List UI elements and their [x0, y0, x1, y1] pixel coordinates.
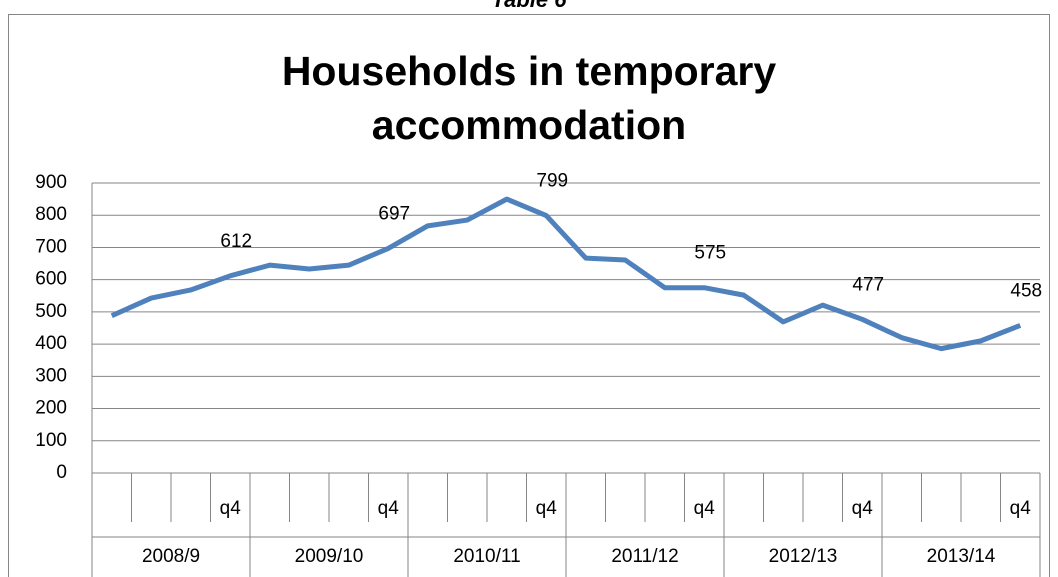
group-label: 2009/10: [295, 546, 364, 567]
y-tick-label: 900: [35, 172, 67, 193]
y-tick-label: 500: [35, 301, 67, 322]
y-tick-label: 0: [56, 462, 67, 483]
y-tick-label: 100: [35, 430, 67, 451]
y-tick-label: 800: [35, 204, 67, 225]
x-tick-label: q4: [536, 498, 558, 519]
data-label: 477: [852, 274, 884, 295]
y-tick-label: 400: [35, 333, 67, 354]
chart-title: Households in temporary accommodation: [281, 48, 777, 148]
x-tick-label: q4: [1010, 498, 1032, 519]
group-label: 2013/14: [927, 546, 996, 567]
group-label: 2012/13: [769, 546, 838, 567]
y-tick-label: 300: [35, 365, 67, 386]
x-tick-label: q4: [378, 498, 400, 519]
data-label: 799: [536, 171, 568, 192]
data-label: 612: [220, 231, 252, 252]
chart-frame: [8, 14, 1050, 577]
y-tick-label: 700: [35, 236, 67, 257]
table-label: Table 6: [0, 0, 1058, 13]
group-label: 2011/12: [611, 546, 678, 567]
x-tick-label: q4: [694, 498, 716, 519]
series-line: [110, 196, 1022, 352]
y-tick-label: 600: [35, 269, 67, 290]
data-label: 458: [1010, 280, 1042, 301]
data-label: 697: [378, 203, 410, 224]
x-tick-label: q4: [220, 498, 242, 519]
data-label: 575: [694, 243, 726, 264]
y-tick-label: 200: [35, 398, 67, 419]
x-tick-label: q4: [852, 498, 874, 519]
group-label: 2008/9: [142, 546, 200, 567]
group-label: 2010/11: [453, 546, 520, 567]
